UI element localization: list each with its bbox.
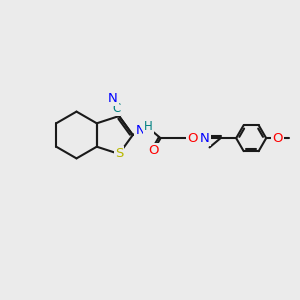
Text: H: H	[144, 120, 153, 133]
Text: O: O	[148, 144, 159, 157]
Text: N: N	[135, 124, 145, 137]
Text: O: O	[272, 132, 283, 145]
Text: S: S	[115, 147, 123, 161]
Text: O: O	[187, 132, 198, 145]
Text: N: N	[200, 132, 210, 145]
Text: N: N	[108, 92, 118, 105]
Text: C: C	[112, 102, 121, 115]
